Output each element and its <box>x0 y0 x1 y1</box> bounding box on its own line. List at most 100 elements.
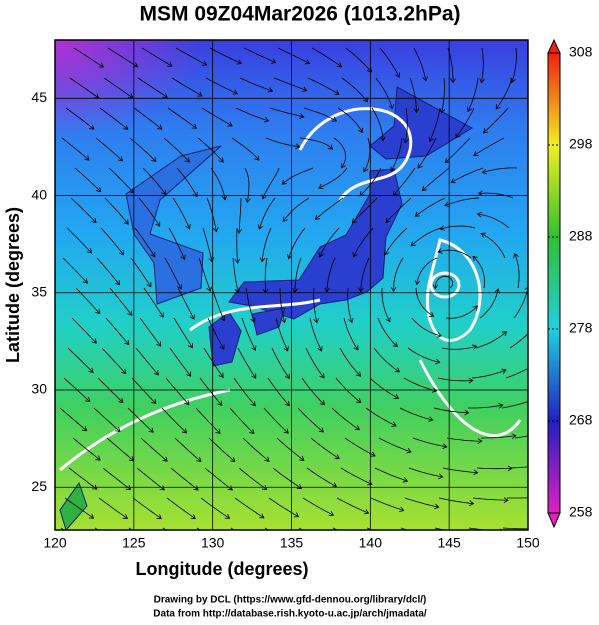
stream-arrow <box>224 513 231 519</box>
streamline <box>455 107 475 139</box>
stream-arrow <box>295 143 301 150</box>
streamline <box>277 47 310 64</box>
streamline <box>370 497 404 511</box>
stream-arrow <box>250 401 256 407</box>
streamline <box>311 47 342 68</box>
streamline <box>444 197 480 206</box>
streamline <box>384 227 408 256</box>
streamline <box>392 167 416 196</box>
streamline <box>100 227 124 255</box>
stream-arrow <box>85 543 90 547</box>
streamline <box>244 167 250 203</box>
streamline <box>437 377 473 382</box>
stream-arrow <box>348 317 354 324</box>
streamline <box>378 437 412 453</box>
streamline <box>281 167 314 185</box>
stream-arrow <box>498 402 504 409</box>
stream-arrow <box>119 249 125 256</box>
streamline <box>165 377 190 405</box>
stream-arrow <box>191 123 198 129</box>
streamline <box>96 257 120 286</box>
streamline <box>282 197 310 222</box>
x-tick-label: 120 <box>43 535 67 551</box>
streamline <box>262 167 280 199</box>
stream-arrow <box>317 346 323 352</box>
stream-arrow <box>187 343 193 349</box>
stream-arrow <box>92 484 98 490</box>
x-tick-label: 140 <box>359 535 383 551</box>
stream-arrow <box>327 144 333 150</box>
stream-arrow <box>148 427 154 433</box>
stream-arrow <box>301 86 308 92</box>
stream-arrow <box>358 127 364 134</box>
streamline <box>299 137 333 150</box>
stream-arrow <box>259 513 265 519</box>
stream-arrow <box>281 179 287 185</box>
map-field <box>55 40 528 547</box>
stream-arrow <box>511 433 517 439</box>
streamline <box>403 377 437 392</box>
stream-arrow <box>124 339 130 346</box>
streamline <box>142 167 167 195</box>
stream-arrow <box>150 252 156 258</box>
streamline <box>210 167 226 200</box>
stream-arrow <box>284 400 290 407</box>
x-tick-label: 130 <box>201 535 225 551</box>
stream-arrow <box>395 536 400 541</box>
streamline <box>501 401 528 409</box>
streamline <box>381 287 391 322</box>
stream-arrow <box>336 62 343 68</box>
streamline <box>473 137 505 156</box>
stream-arrow <box>472 305 478 311</box>
streamline <box>303 107 337 122</box>
stream-arrow <box>156 514 162 520</box>
stream-arrow <box>479 78 485 84</box>
streamline <box>404 497 439 508</box>
stream-arrow <box>428 416 434 422</box>
stream-arrow <box>190 514 196 520</box>
stream-arrow <box>503 497 509 503</box>
colorbar-extend <box>547 38 561 54</box>
streamline <box>513 286 528 319</box>
stream-arrow <box>410 241 416 247</box>
stream-arrow <box>414 279 421 286</box>
streamline <box>208 437 236 462</box>
streamline <box>318 167 348 189</box>
streamline <box>242 437 270 462</box>
stream-arrow <box>304 59 311 65</box>
streamline <box>102 467 131 490</box>
footer: Drawing by DCL (https://www.gfd-dennou.o… <box>154 595 427 606</box>
stream-arrow <box>155 221 161 227</box>
streamline <box>421 167 450 191</box>
streamline <box>267 377 290 406</box>
stream-arrow <box>121 368 127 375</box>
stream-arrow <box>218 372 224 378</box>
streamline <box>481 435 516 439</box>
streamline <box>472 256 486 289</box>
stream-arrow <box>394 72 401 78</box>
stream-arrow <box>151 398 157 405</box>
streamline <box>105 317 130 345</box>
x-tick-label: 145 <box>437 535 461 551</box>
stream-arrow <box>402 477 409 483</box>
streamline <box>61 137 90 161</box>
streamline <box>442 467 478 474</box>
stream-arrow <box>334 89 340 95</box>
streamline <box>302 497 334 516</box>
stream-arrow <box>299 113 305 119</box>
stream-arrow <box>117 156 124 162</box>
stream-arrow <box>473 151 479 156</box>
colorbar-extend <box>547 512 561 529</box>
streamline <box>64 497 94 519</box>
streamline <box>414 197 446 217</box>
stream-arrow <box>363 167 369 173</box>
stream-arrow <box>318 252 324 258</box>
streamline <box>407 347 440 363</box>
stream-arrow <box>261 484 268 490</box>
streamline <box>468 527 490 530</box>
streamline <box>106 437 134 462</box>
streamline <box>393 257 404 292</box>
stream-arrow <box>84 155 90 161</box>
streamline <box>167 107 197 129</box>
